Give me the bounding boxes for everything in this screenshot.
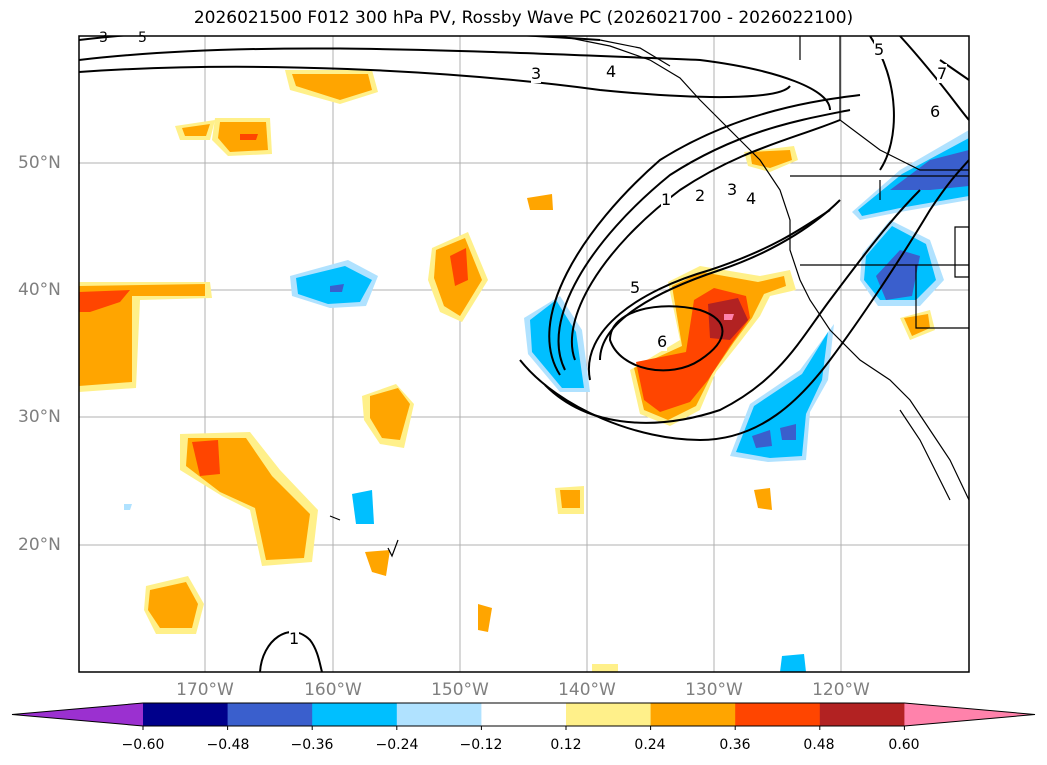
lon-label: 150°W <box>431 680 489 700</box>
lat-label: 50°N <box>18 153 61 173</box>
colorbar-tick: 0.12 <box>550 737 582 753</box>
lat-label: 20°N <box>18 535 61 555</box>
contour-label: 5 <box>874 40 885 59</box>
contour-label: 6 <box>930 102 941 121</box>
contour-label: 2 <box>695 186 706 205</box>
negative-anomaly-fills <box>124 130 969 672</box>
contour-label: 5 <box>630 278 641 297</box>
colorbar-segment <box>566 703 652 726</box>
colorbar-segment <box>312 703 398 726</box>
colorbar-tick: 0.60 <box>888 737 920 753</box>
lon-label: 160°W <box>304 680 362 700</box>
lat-label: 40°N <box>18 280 61 300</box>
colorbar-extend-high <box>904 703 1035 726</box>
contour-label: 4 <box>746 189 757 208</box>
colorbar-segment <box>735 703 821 726</box>
colorbar-tick: 0.36 <box>719 737 751 753</box>
colorbar-tick: −0.48 <box>206 737 250 753</box>
contour-label: 6 <box>657 332 668 351</box>
lon-label: 120°W <box>812 680 870 700</box>
colorbar-tick: −0.24 <box>375 737 419 753</box>
colorbar-segment <box>650 703 736 726</box>
contour-label: 3 <box>531 64 542 83</box>
colorbar-tick: −0.12 <box>459 737 503 753</box>
lon-label: 140°W <box>558 680 616 700</box>
contour-label: 3 <box>99 30 108 46</box>
contour-label: 1 <box>661 190 672 209</box>
colorbar-tick: 0.48 <box>803 737 835 753</box>
contour-label: 4 <box>606 62 617 81</box>
map-frame <box>78 35 970 673</box>
colorbar-segment <box>227 703 313 726</box>
contour-label: 7 <box>937 64 948 83</box>
colorbar-segment <box>819 703 905 726</box>
lat-label: 30°N <box>18 407 61 427</box>
colorbar <box>11 702 1036 730</box>
positive-anomaly-fills <box>79 70 935 672</box>
lon-label: 170°W <box>176 680 234 700</box>
contour-label: 3 <box>727 180 738 199</box>
colorbar-tick: −0.60 <box>121 737 165 753</box>
colorbar-tick: 0.24 <box>634 737 666 753</box>
colorbar-extend-low <box>12 703 143 726</box>
coastlines <box>329 36 969 558</box>
map-title: 2026021500 F012 300 hPa PV, Rossby Wave … <box>193 8 854 28</box>
lon-label: 130°W <box>685 680 743 700</box>
colorbar-segment <box>396 703 482 726</box>
contour-label: 5 <box>138 30 147 46</box>
pv-contours <box>79 36 969 672</box>
colorbar-tick: −0.36 <box>290 737 334 753</box>
colorbar-segment <box>143 703 229 726</box>
contour-label: 1 <box>289 629 300 648</box>
colorbar-segment <box>481 703 567 726</box>
